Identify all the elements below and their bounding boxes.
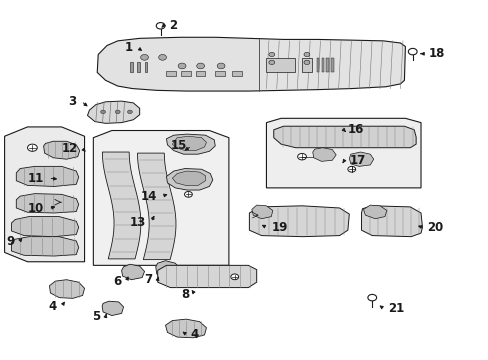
Polygon shape	[251, 205, 272, 219]
Polygon shape	[172, 171, 205, 186]
Polygon shape	[165, 319, 206, 338]
Polygon shape	[49, 280, 84, 298]
Text: 4: 4	[190, 328, 199, 341]
Polygon shape	[97, 37, 405, 91]
Text: 1: 1	[124, 41, 132, 54]
Text: 7: 7	[144, 273, 153, 286]
Circle shape	[347, 166, 355, 172]
Text: 10: 10	[27, 202, 43, 215]
Circle shape	[217, 63, 224, 69]
Circle shape	[115, 110, 120, 114]
Bar	[181, 71, 190, 76]
Text: 11: 11	[27, 172, 43, 185]
Text: 12: 12	[61, 142, 78, 155]
Polygon shape	[102, 152, 141, 259]
Text: 5: 5	[92, 310, 101, 324]
Circle shape	[127, 110, 132, 114]
Circle shape	[304, 60, 309, 64]
Bar	[302, 58, 311, 72]
Polygon shape	[137, 153, 176, 260]
Circle shape	[268, 52, 274, 57]
Circle shape	[178, 63, 185, 69]
Text: 20: 20	[427, 221, 443, 234]
Circle shape	[27, 144, 37, 151]
Circle shape	[141, 54, 148, 60]
Circle shape	[156, 23, 164, 29]
Text: 13: 13	[129, 216, 146, 229]
Polygon shape	[158, 265, 256, 288]
Circle shape	[101, 110, 105, 114]
Circle shape	[297, 153, 306, 160]
Text: 21: 21	[387, 302, 404, 315]
Text: 8: 8	[181, 288, 189, 301]
Polygon shape	[93, 131, 228, 265]
Polygon shape	[11, 237, 79, 256]
Polygon shape	[166, 168, 212, 190]
Circle shape	[184, 192, 192, 197]
Text: 6: 6	[113, 275, 122, 288]
Circle shape	[268, 60, 274, 64]
Bar	[266, 58, 294, 72]
Text: 2: 2	[168, 19, 177, 32]
Bar	[144, 62, 147, 72]
Polygon shape	[16, 194, 79, 213]
Text: 3: 3	[68, 95, 76, 108]
Polygon shape	[166, 134, 215, 154]
Circle shape	[196, 63, 204, 69]
Polygon shape	[312, 148, 335, 161]
Circle shape	[407, 48, 416, 55]
Circle shape	[158, 54, 166, 60]
Polygon shape	[172, 136, 206, 150]
Text: 17: 17	[348, 154, 365, 167]
Polygon shape	[348, 152, 373, 166]
Polygon shape	[16, 166, 79, 186]
Bar	[130, 62, 133, 72]
Bar	[326, 58, 328, 72]
Polygon shape	[266, 118, 420, 188]
Text: 16: 16	[347, 122, 364, 136]
Polygon shape	[102, 301, 123, 316]
Polygon shape	[122, 264, 144, 280]
Bar	[316, 58, 319, 72]
Bar	[321, 58, 324, 72]
Text: 18: 18	[428, 47, 444, 60]
Polygon shape	[43, 141, 80, 159]
Bar	[330, 58, 333, 72]
Circle shape	[304, 52, 309, 57]
Circle shape	[230, 274, 238, 280]
Bar	[215, 71, 224, 76]
Text: 4: 4	[48, 300, 57, 313]
Polygon shape	[361, 206, 422, 237]
Polygon shape	[273, 126, 415, 148]
Text: 14: 14	[140, 190, 157, 203]
Bar	[232, 71, 242, 76]
Polygon shape	[156, 261, 180, 278]
Bar	[195, 71, 205, 76]
Polygon shape	[11, 217, 79, 237]
Text: 19: 19	[271, 221, 287, 234]
Text: 15: 15	[170, 139, 186, 152]
Bar	[166, 71, 176, 76]
Polygon shape	[87, 101, 140, 123]
Polygon shape	[249, 206, 348, 237]
Polygon shape	[363, 205, 386, 219]
Bar	[137, 62, 140, 72]
Circle shape	[367, 294, 376, 301]
Polygon shape	[4, 127, 84, 262]
Text: 9: 9	[6, 235, 14, 248]
